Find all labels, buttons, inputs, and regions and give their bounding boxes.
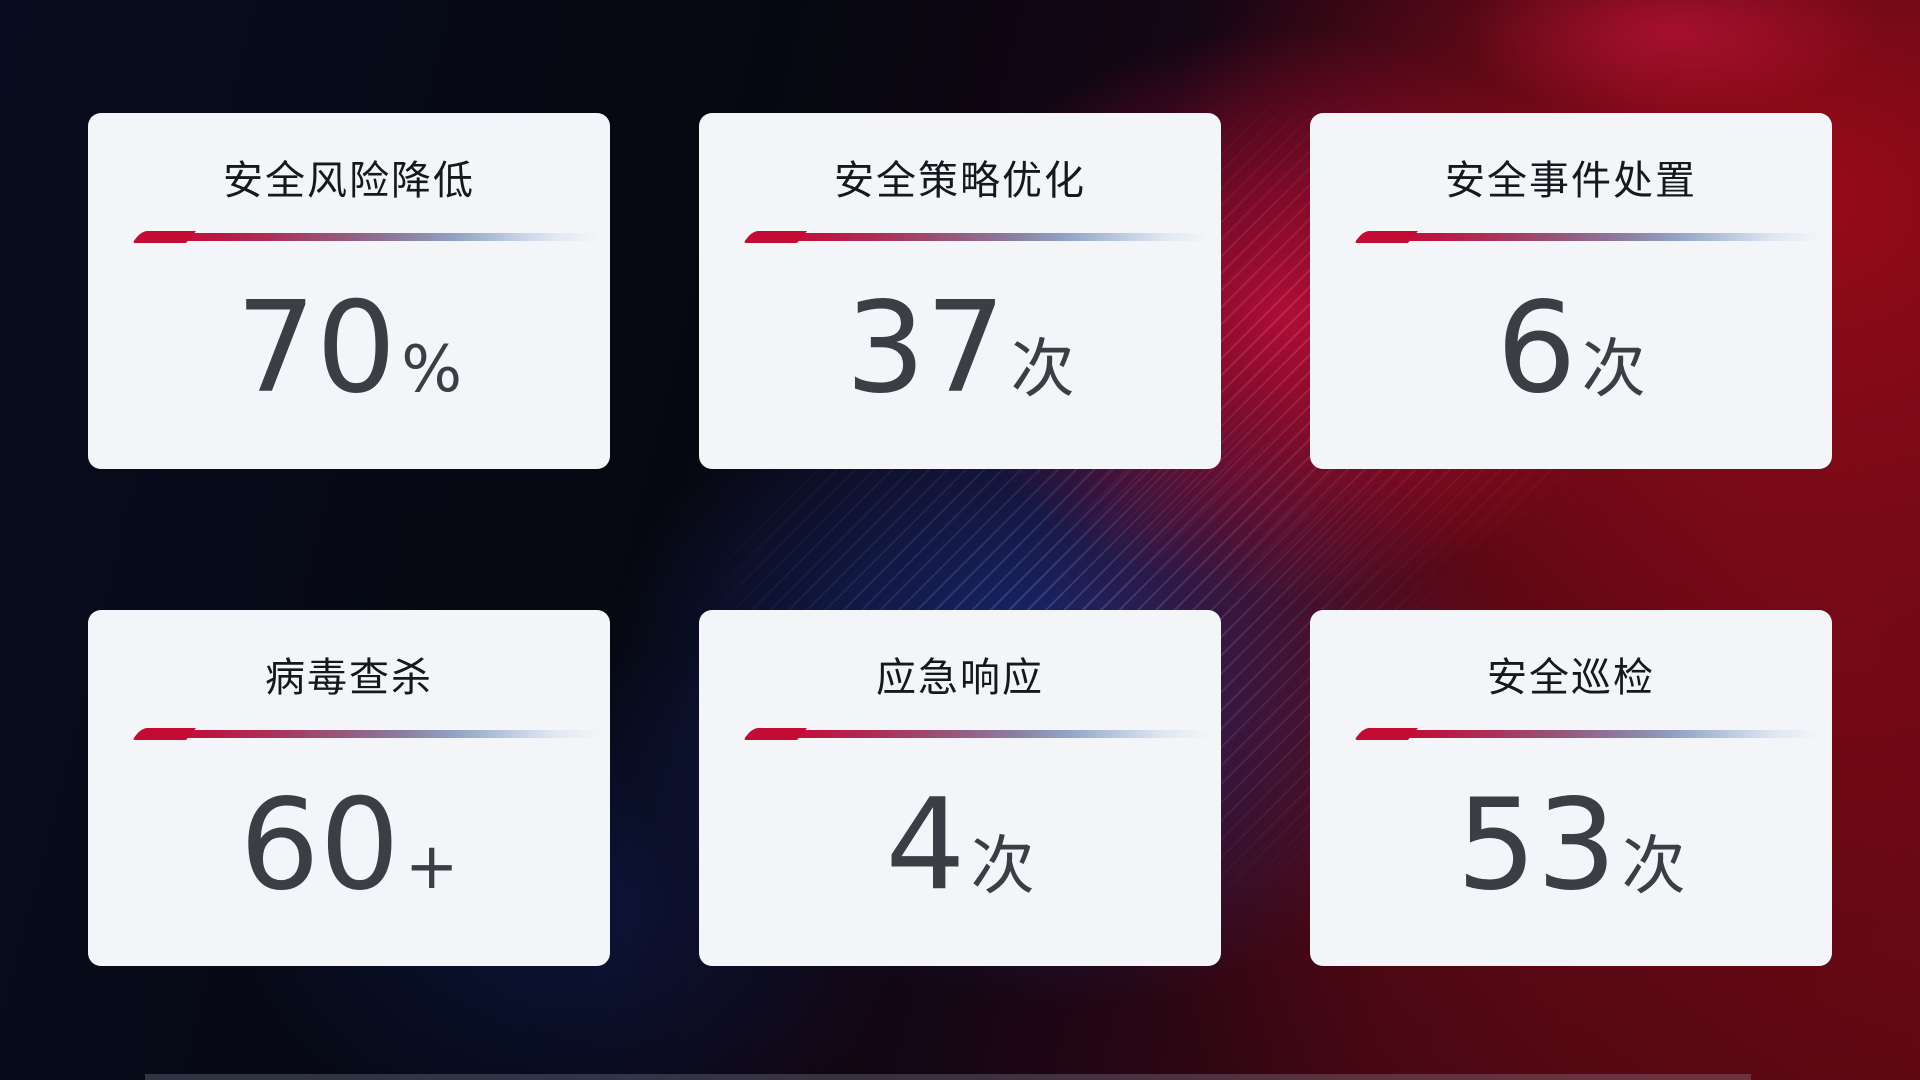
stat-card-security-inspection: 安全巡检 53次 <box>1310 610 1832 966</box>
card-title: 安全风险降低 <box>223 159 475 203</box>
accent-underline <box>753 730 1211 738</box>
value-number: 53 <box>1456 771 1617 918</box>
stats-grid: 安全风险降低 70% 安全策略优化 37次 安全事件处置 6次 病毒查杀 60+… <box>88 113 1832 966</box>
card-value: 6次 <box>1310 285 1832 411</box>
card-value: 53次 <box>1310 782 1832 908</box>
value-number: 6 <box>1496 274 1577 421</box>
accent-underline <box>1364 730 1822 738</box>
accent-underline <box>142 730 600 738</box>
stat-card-emergency-response: 应急响应 4次 <box>699 610 1221 966</box>
accent-underline <box>753 233 1211 241</box>
card-title: 安全事件处置 <box>1445 159 1697 203</box>
card-title: 安全巡检 <box>1487 656 1655 700</box>
accent-underline <box>1364 233 1822 241</box>
value-number: 60 <box>239 771 400 918</box>
value-number: 4 <box>885 771 966 918</box>
accent-underline <box>142 233 600 241</box>
card-value: 60+ <box>88 782 610 908</box>
value-unit: 次 <box>1581 333 1646 407</box>
stat-card-policy-optimization: 安全策略优化 37次 <box>699 113 1221 469</box>
card-title: 应急响应 <box>876 656 1044 700</box>
bottom-floor-strip <box>145 1074 1751 1080</box>
card-title: 病毒查杀 <box>265 656 433 700</box>
value-unit: 次 <box>1010 333 1075 407</box>
value-unit: + <box>404 830 459 904</box>
card-value: 4次 <box>699 782 1221 908</box>
stat-card-security-risk-reduction: 安全风险降低 70% <box>88 113 610 469</box>
card-title: 安全策略优化 <box>834 159 1086 203</box>
value-number: 70 <box>235 274 397 421</box>
value-unit: 次 <box>1621 830 1686 904</box>
value-unit: 次 <box>970 830 1035 904</box>
value-number: 37 <box>845 274 1006 421</box>
stat-card-virus-scan: 病毒查杀 60+ <box>88 610 610 966</box>
stat-card-incident-handling: 安全事件处置 6次 <box>1310 113 1832 469</box>
card-value: 70% <box>88 285 610 411</box>
value-unit: % <box>401 333 463 407</box>
card-value: 37次 <box>699 285 1221 411</box>
